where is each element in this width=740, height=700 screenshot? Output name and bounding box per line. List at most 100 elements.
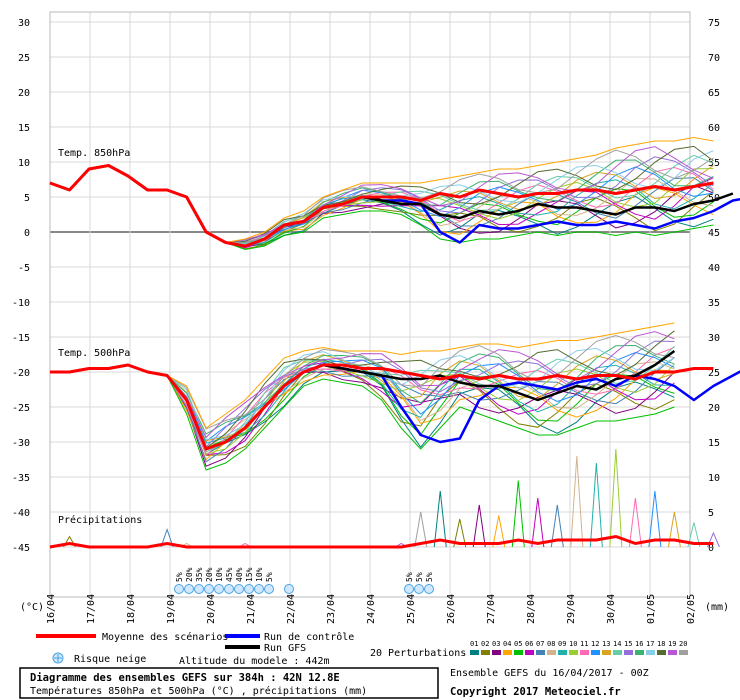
footer-box: [19, 667, 439, 699]
right-tick-label: 60: [708, 123, 720, 134]
x-tick-label: 28/04: [526, 594, 537, 624]
snow-risk-label: 35%: [195, 567, 204, 582]
main-series-lines: [49, 164, 740, 549]
precip-spike: [570, 455, 584, 548]
legend-pert-swatch: [679, 650, 688, 655]
snowflake-icon: [284, 584, 294, 594]
legend-pert-id: 01: [470, 640, 478, 648]
copyright-label: Copyright 2017 Meteociel.fr: [450, 686, 621, 698]
snow-risk-label: 20%: [205, 567, 214, 582]
left-unit-label: (°C): [20, 602, 44, 613]
mean-850-line: [49, 164, 714, 248]
left-tick-label: -10: [12, 298, 30, 309]
left-tick-label: -25: [12, 403, 30, 414]
legend-pert-swatch: [503, 650, 512, 655]
left-tick-label: 0: [24, 228, 30, 239]
right-tick-label: 75: [708, 18, 720, 29]
mean-500-line: [50, 363, 714, 451]
legend-pert-swatch: [514, 650, 523, 655]
section-label-850: Temp. 850hPa: [58, 148, 130, 159]
legend-pert-id: 05: [514, 640, 522, 648]
snowflake-shape: [254, 584, 264, 594]
legend-pert-swatch: [646, 650, 655, 655]
precip-spike: [433, 490, 447, 548]
legend-pert-swatch: [481, 650, 490, 655]
x-axis: 16/04 17/04 18/04 19/04 20/04 21/04 22/04 23/04…: [46, 594, 697, 624]
precip-spike: [511, 480, 525, 548]
x-tick-label: 19/04: [166, 594, 177, 624]
altitude-label: Altitude du modele : 442m: [179, 656, 330, 667]
snowflake-shape: [174, 584, 184, 594]
legend-pert-swatch: [525, 650, 534, 655]
legend-pert-id: 07: [536, 640, 544, 648]
legend-pert-id: 02: [481, 640, 489, 648]
legend-pert-swatch: [613, 650, 622, 655]
legend-pert-swatch: [624, 650, 633, 655]
x-tick-label: 30/04: [606, 594, 617, 624]
precip-spike: [531, 497, 545, 548]
perturbation-500-line: [50, 345, 675, 453]
legend-pert-id: 17: [646, 640, 654, 648]
legend-pert-swatch: [569, 650, 578, 655]
legend-pert-swatch: [591, 650, 600, 655]
snowflake-shape: [234, 584, 244, 594]
section-label-500: Temp. 500hPa: [58, 348, 130, 359]
x-tick-label: 24/04: [366, 594, 377, 624]
snowflake-icon: [244, 584, 254, 594]
snowflake-icon: [174, 584, 184, 594]
snowflake-icon: [234, 584, 244, 594]
left-tick-label: -40: [12, 508, 30, 519]
legend-pert-id: 04: [503, 640, 511, 648]
left-axis: 30 25 20 15 10 5 0 -5 -10 -15 -20 -25 -30 -35 -40 -45: [12, 18, 30, 554]
precip-spike: [453, 518, 467, 548]
right-tick-label: 65: [708, 88, 720, 99]
legend-gfs-label: Run GFS: [264, 643, 306, 654]
snowflake-icon: [254, 584, 264, 594]
precip-spike: [687, 522, 701, 548]
x-tick-label: 22/04: [286, 594, 297, 624]
precip-spike: [160, 527, 174, 548]
left-tick-label: 20: [18, 88, 30, 99]
precip-spike: [628, 497, 642, 548]
snowflake-shape: [284, 584, 294, 594]
legend-pert-id: 11: [580, 640, 588, 648]
snowflake-icon: [264, 584, 274, 594]
mean-precip-line: [49, 534, 714, 549]
right-tick-label: 15: [708, 438, 720, 449]
legend-perturbations-label: 20 Perturbations: [370, 648, 466, 659]
snow-risk-label: 45%: [225, 567, 234, 582]
precip-spike: [414, 511, 428, 548]
legend-pert-id: 14: [613, 640, 621, 648]
legend-pert-id: 16: [635, 640, 643, 648]
snow-risk-label: 5%: [405, 572, 414, 582]
x-tick-label: 26/04: [446, 594, 457, 624]
snowflake-icon: [424, 584, 434, 594]
snow-risk-label: 15%: [245, 567, 254, 582]
legend-pert-id: 09: [558, 640, 566, 648]
snow-risk-label: 10%: [215, 567, 224, 582]
perturbation-500-line: [50, 361, 675, 451]
right-tick-label: 55: [708, 158, 720, 169]
snowflake-icon: [404, 584, 414, 594]
legend-mean-label: Moyenne des scénarios: [102, 631, 228, 643]
perturbation-850-line: [49, 164, 714, 251]
chart-grid: [49, 11, 691, 598]
perturbation-500-line: [50, 344, 675, 435]
snow-risk-label: 5%: [265, 572, 274, 582]
snowflake-shape: [214, 584, 224, 594]
snowflake-shape: [424, 584, 434, 594]
snowflake-icon: [184, 584, 194, 594]
legend-pert-swatch: [547, 650, 556, 655]
legend-pert-swatch: [635, 650, 644, 655]
x-tick-label: 02/05: [686, 594, 697, 624]
right-tick-label: 50: [708, 193, 720, 204]
snow-risk-label: 40%: [235, 567, 244, 582]
precip-spike: [550, 504, 564, 548]
legend-pert-id: 12: [591, 640, 599, 648]
x-tick-label: 23/04: [326, 594, 337, 624]
perturbation-lines: [49, 136, 720, 548]
legend-pert-swatch: [558, 650, 567, 655]
legend-pert-id: 08: [547, 640, 555, 648]
snowflake-shape: [204, 584, 214, 594]
precip-spike: [609, 448, 623, 548]
